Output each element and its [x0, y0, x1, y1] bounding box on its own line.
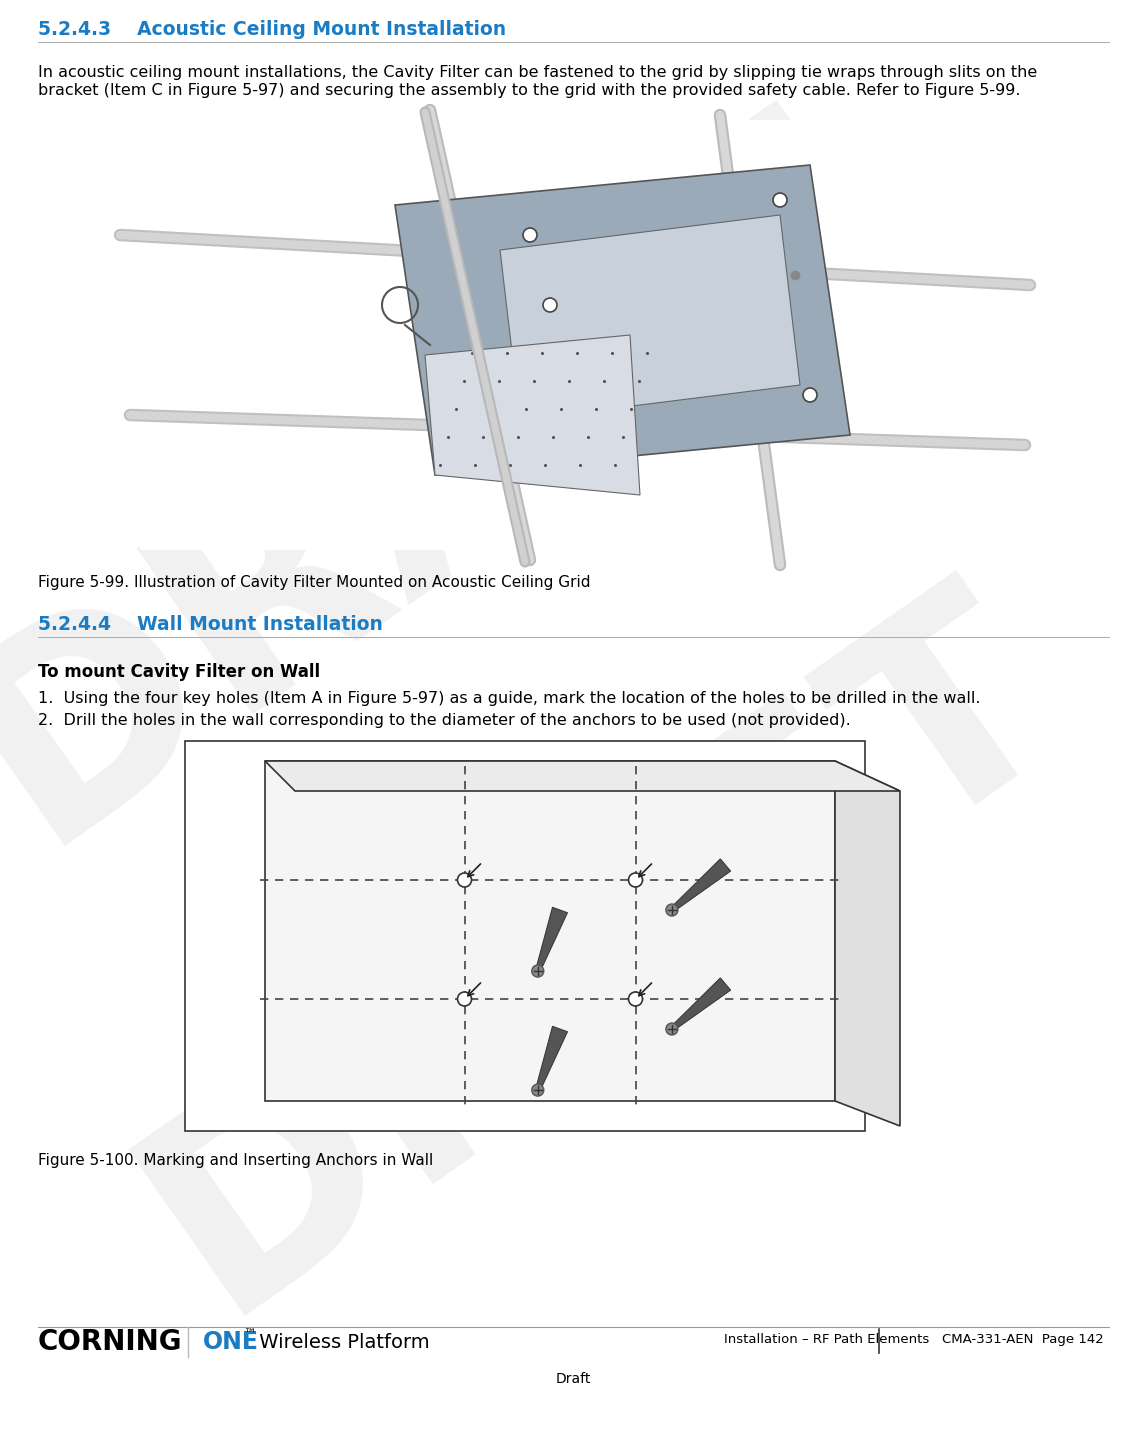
- Polygon shape: [265, 761, 835, 1101]
- Circle shape: [773, 192, 787, 207]
- Polygon shape: [670, 977, 731, 1030]
- Text: To mount Cavity Filter on Wall: To mount Cavity Filter on Wall: [38, 663, 320, 682]
- Circle shape: [629, 992, 642, 1006]
- Circle shape: [523, 228, 537, 243]
- Text: 5.2.4.3    Acoustic Ceiling Mount Installation: 5.2.4.3 Acoustic Ceiling Mount Installat…: [38, 20, 506, 39]
- Text: Wireless Platform: Wireless Platform: [253, 1333, 430, 1352]
- Polygon shape: [500, 215, 799, 420]
- Polygon shape: [835, 761, 900, 1126]
- Text: 5.2.4.4    Wall Mount Installation: 5.2.4.4 Wall Mount Installation: [38, 616, 383, 634]
- Circle shape: [629, 872, 642, 887]
- Polygon shape: [536, 1026, 568, 1091]
- Circle shape: [532, 966, 544, 977]
- Circle shape: [666, 904, 678, 916]
- Text: bracket (Item C in Figure 5-97) and securing the assembly to the grid with the p: bracket (Item C in Figure 5-97) and secu…: [38, 83, 1021, 98]
- Text: 2.  Drill the holes in the wall corresponding to the diameter of the anchors to : 2. Drill the holes in the wall correspon…: [38, 713, 851, 728]
- Text: ONE: ONE: [203, 1330, 259, 1355]
- Polygon shape: [426, 334, 640, 495]
- Bar: [185, 740, 865, 1131]
- Text: Installation – RF Path Elements   CMA-331-AEN  Page 142: Installation – RF Path Elements CMA-331-…: [724, 1333, 1105, 1346]
- Circle shape: [458, 872, 471, 887]
- Circle shape: [543, 298, 557, 311]
- Polygon shape: [670, 860, 731, 911]
- Text: DRAFT: DRAFT: [0, 76, 923, 894]
- Text: 1.  Using the four key holes (Item A in Figure 5-97) as a guide, mark the locati: 1. Using the four key holes (Item A in F…: [38, 692, 981, 706]
- Text: DRAFT: DRAFT: [97, 547, 1103, 1363]
- Text: Figure 5-99. Illustration of Cavity Filter Mounted on Acoustic Ceiling Grid: Figure 5-99. Illustration of Cavity Filt…: [38, 575, 591, 590]
- Text: Figure 5-100. Marking and Inserting Anchors in Wall: Figure 5-100. Marking and Inserting Anch…: [38, 1152, 434, 1168]
- Polygon shape: [536, 907, 568, 971]
- Circle shape: [666, 1023, 678, 1035]
- Text: ™: ™: [243, 1329, 256, 1342]
- Text: Draft: Draft: [555, 1372, 591, 1386]
- Bar: [140, 121, 1020, 550]
- Text: CORNING: CORNING: [38, 1327, 182, 1356]
- Polygon shape: [395, 165, 850, 475]
- Text: In acoustic ceiling mount installations, the Cavity Filter can be fastened to th: In acoustic ceiling mount installations,…: [38, 65, 1037, 80]
- Polygon shape: [265, 761, 900, 791]
- Circle shape: [532, 1083, 544, 1096]
- Circle shape: [803, 387, 817, 402]
- Circle shape: [458, 992, 471, 1006]
